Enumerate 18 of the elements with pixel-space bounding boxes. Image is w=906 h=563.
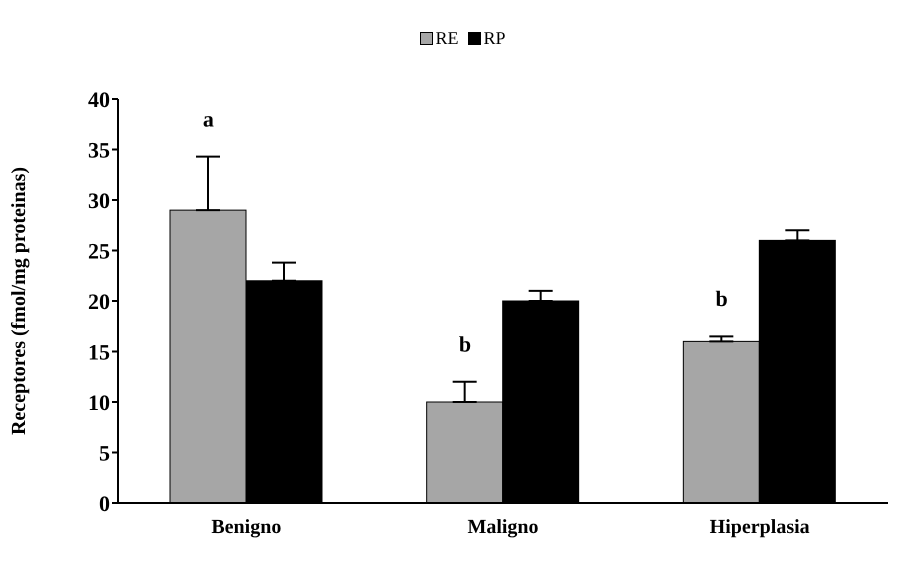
x-tick-label: Hiperplasia	[710, 516, 810, 538]
y-tick-label: 20	[88, 288, 110, 314]
y-tick-label: 30	[88, 188, 110, 213]
annotation: b	[716, 286, 728, 312]
legend-label: RE	[435, 28, 458, 49]
y-tick-label: 25	[88, 238, 110, 264]
y-tick-label: 5	[99, 440, 110, 466]
annotation: a	[202, 106, 214, 132]
annotation: b	[458, 332, 472, 357]
y-tick-label: 10	[88, 390, 110, 415]
y-tick-label: 40	[88, 86, 110, 112]
x-tick-label: Benigno	[211, 516, 282, 538]
y-tick-label: 35	[88, 137, 110, 162]
y-tick-label: 15	[88, 339, 110, 364]
x-tick-label: Maligno	[467, 516, 539, 538]
legend-label: RP	[483, 28, 506, 49]
y-tick-label: 0	[99, 490, 110, 516]
y-axis-title: Receptores (fmol/mg proteinas)	[8, 166, 30, 436]
